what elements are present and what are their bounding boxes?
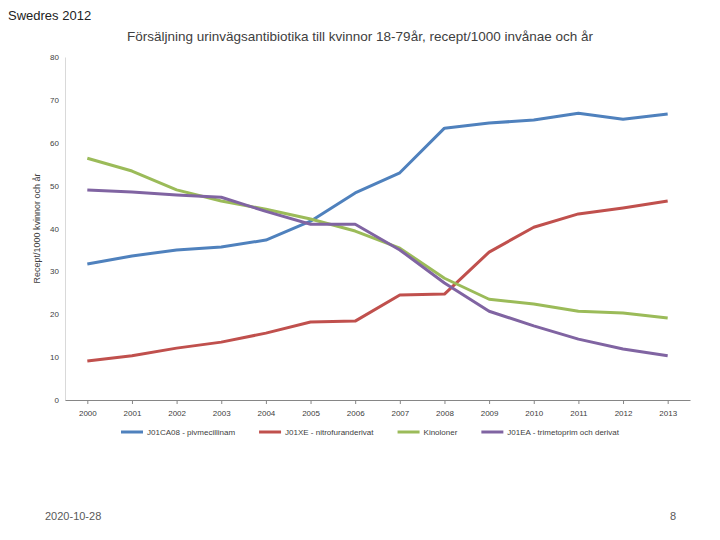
lines <box>87 113 667 361</box>
y-tick: 0 <box>55 396 65 405</box>
x-tick: 2010 <box>525 400 543 418</box>
x-tick-mark <box>444 400 445 404</box>
y-axis: 0 10 20 30 40 50 60 70 80 <box>50 53 65 405</box>
y-tick: 70 <box>50 96 65 105</box>
series-line <box>87 201 667 361</box>
x-tick-label: 2006 <box>347 409 365 418</box>
x-tick-mark <box>311 400 312 404</box>
x-tick-label: 2009 <box>481 409 499 418</box>
x-tick: 2002 <box>168 400 186 418</box>
x-tick: 2003 <box>213 400 231 418</box>
legend-item: J01EA - trimetoprim och derivat <box>481 428 619 437</box>
legend-swatch <box>121 431 143 434</box>
y-axis-line <box>65 58 66 401</box>
x-tick-mark <box>623 400 624 404</box>
x-tick: 2005 <box>302 400 320 418</box>
header: Swedres 2012 <box>8 8 91 23</box>
x-tick-label: 2005 <box>302 409 320 418</box>
y-tick: 50 <box>50 182 65 191</box>
x-tick: 2001 <box>124 400 142 418</box>
x-tick-label: 2008 <box>436 409 454 418</box>
y-tick: 60 <box>50 139 65 148</box>
legend-label: Kinoloner <box>424 428 458 437</box>
x-tick-label: 2011 <box>570 409 588 418</box>
x-tick: 2009 <box>481 400 499 418</box>
legend-swatch <box>398 431 420 434</box>
x-tick-label: 2001 <box>124 409 142 418</box>
x-tick: 2000 <box>79 400 97 418</box>
y-tick-label: 80 <box>50 53 59 62</box>
y-tick-label: 40 <box>50 225 59 234</box>
x-tick-mark <box>266 400 267 404</box>
legend-label: J01CA08 - pivmecillinam <box>147 428 235 437</box>
x-tick-label: 2012 <box>615 409 633 418</box>
y-tick-label: 20 <box>50 310 59 319</box>
x-tick-label: 2000 <box>79 409 97 418</box>
x-tick-mark <box>489 400 490 404</box>
x-tick: 2007 <box>391 400 409 418</box>
x-tick-mark <box>221 400 222 404</box>
y-tick-label: 60 <box>50 139 59 148</box>
x-tick-label: 2010 <box>525 409 543 418</box>
chart-title: Försäljning urinvägsantibiotika till kvi… <box>127 29 594 44</box>
x-tick-mark <box>355 400 356 404</box>
x-tick: 2011 <box>570 400 588 418</box>
x-tick: 2008 <box>436 400 454 418</box>
x-tick: 2013 <box>659 400 677 418</box>
x-tick-mark <box>400 400 401 404</box>
page-number: 8 <box>670 510 676 522</box>
x-axis: 2000 2001 2002 2003 2004 2005 2006 2007 2008 2009… <box>66 400 691 418</box>
y-tick-label: 50 <box>50 182 59 191</box>
x-tick: 2004 <box>257 400 275 418</box>
x-tick: 2006 <box>347 400 365 418</box>
y-tick-label: 10 <box>50 353 59 362</box>
y-tick-label: 0 <box>55 396 60 405</box>
y-tick: 10 <box>50 353 65 362</box>
x-tick-label: 2004 <box>257 409 275 418</box>
y-tick: 40 <box>50 225 65 234</box>
x-tick-label: 2002 <box>168 409 186 418</box>
legend: J01CA08 - pivmecillinam J01XE - nitrofura… <box>121 428 620 437</box>
slide: Swedres 2012 Försäljning urinvägsantibiot… <box>0 0 720 540</box>
x-tick-mark <box>668 400 669 404</box>
legend-swatch <box>259 431 281 434</box>
x-tick-label: 2013 <box>659 409 677 418</box>
legend-label: J01EA - trimetoprim och derivat <box>507 428 619 437</box>
x-tick-mark <box>132 400 133 404</box>
y-tick-label: 30 <box>50 267 59 276</box>
x-tick-mark <box>578 400 579 404</box>
x-tick-label: 2003 <box>213 409 231 418</box>
x-tick-mark <box>177 400 178 404</box>
legend-item: J01CA08 - pivmecillinam <box>121 428 235 437</box>
x-tick: 2012 <box>615 400 633 418</box>
footer-date: 2020-10-28 <box>45 510 101 522</box>
x-tick-mark <box>87 400 88 404</box>
legend-item: J01XE - nitrofuranderivat <box>259 428 374 437</box>
legend-item: Kinoloner <box>398 428 458 437</box>
x-axis-line <box>66 400 691 401</box>
legend-swatch <box>481 431 503 434</box>
x-tick-label: 2007 <box>391 409 409 418</box>
y-tick: 30 <box>50 267 65 276</box>
y-tick: 20 <box>50 310 65 319</box>
x-tick-mark <box>534 400 535 404</box>
y-tick: 80 <box>50 53 65 62</box>
y-tick-label: 70 <box>50 96 59 105</box>
legend-label: J01XE - nitrofuranderivat <box>285 428 374 437</box>
y-axis-title: Recept/1000 kvinnor och år <box>32 173 42 283</box>
series-line <box>87 190 667 356</box>
